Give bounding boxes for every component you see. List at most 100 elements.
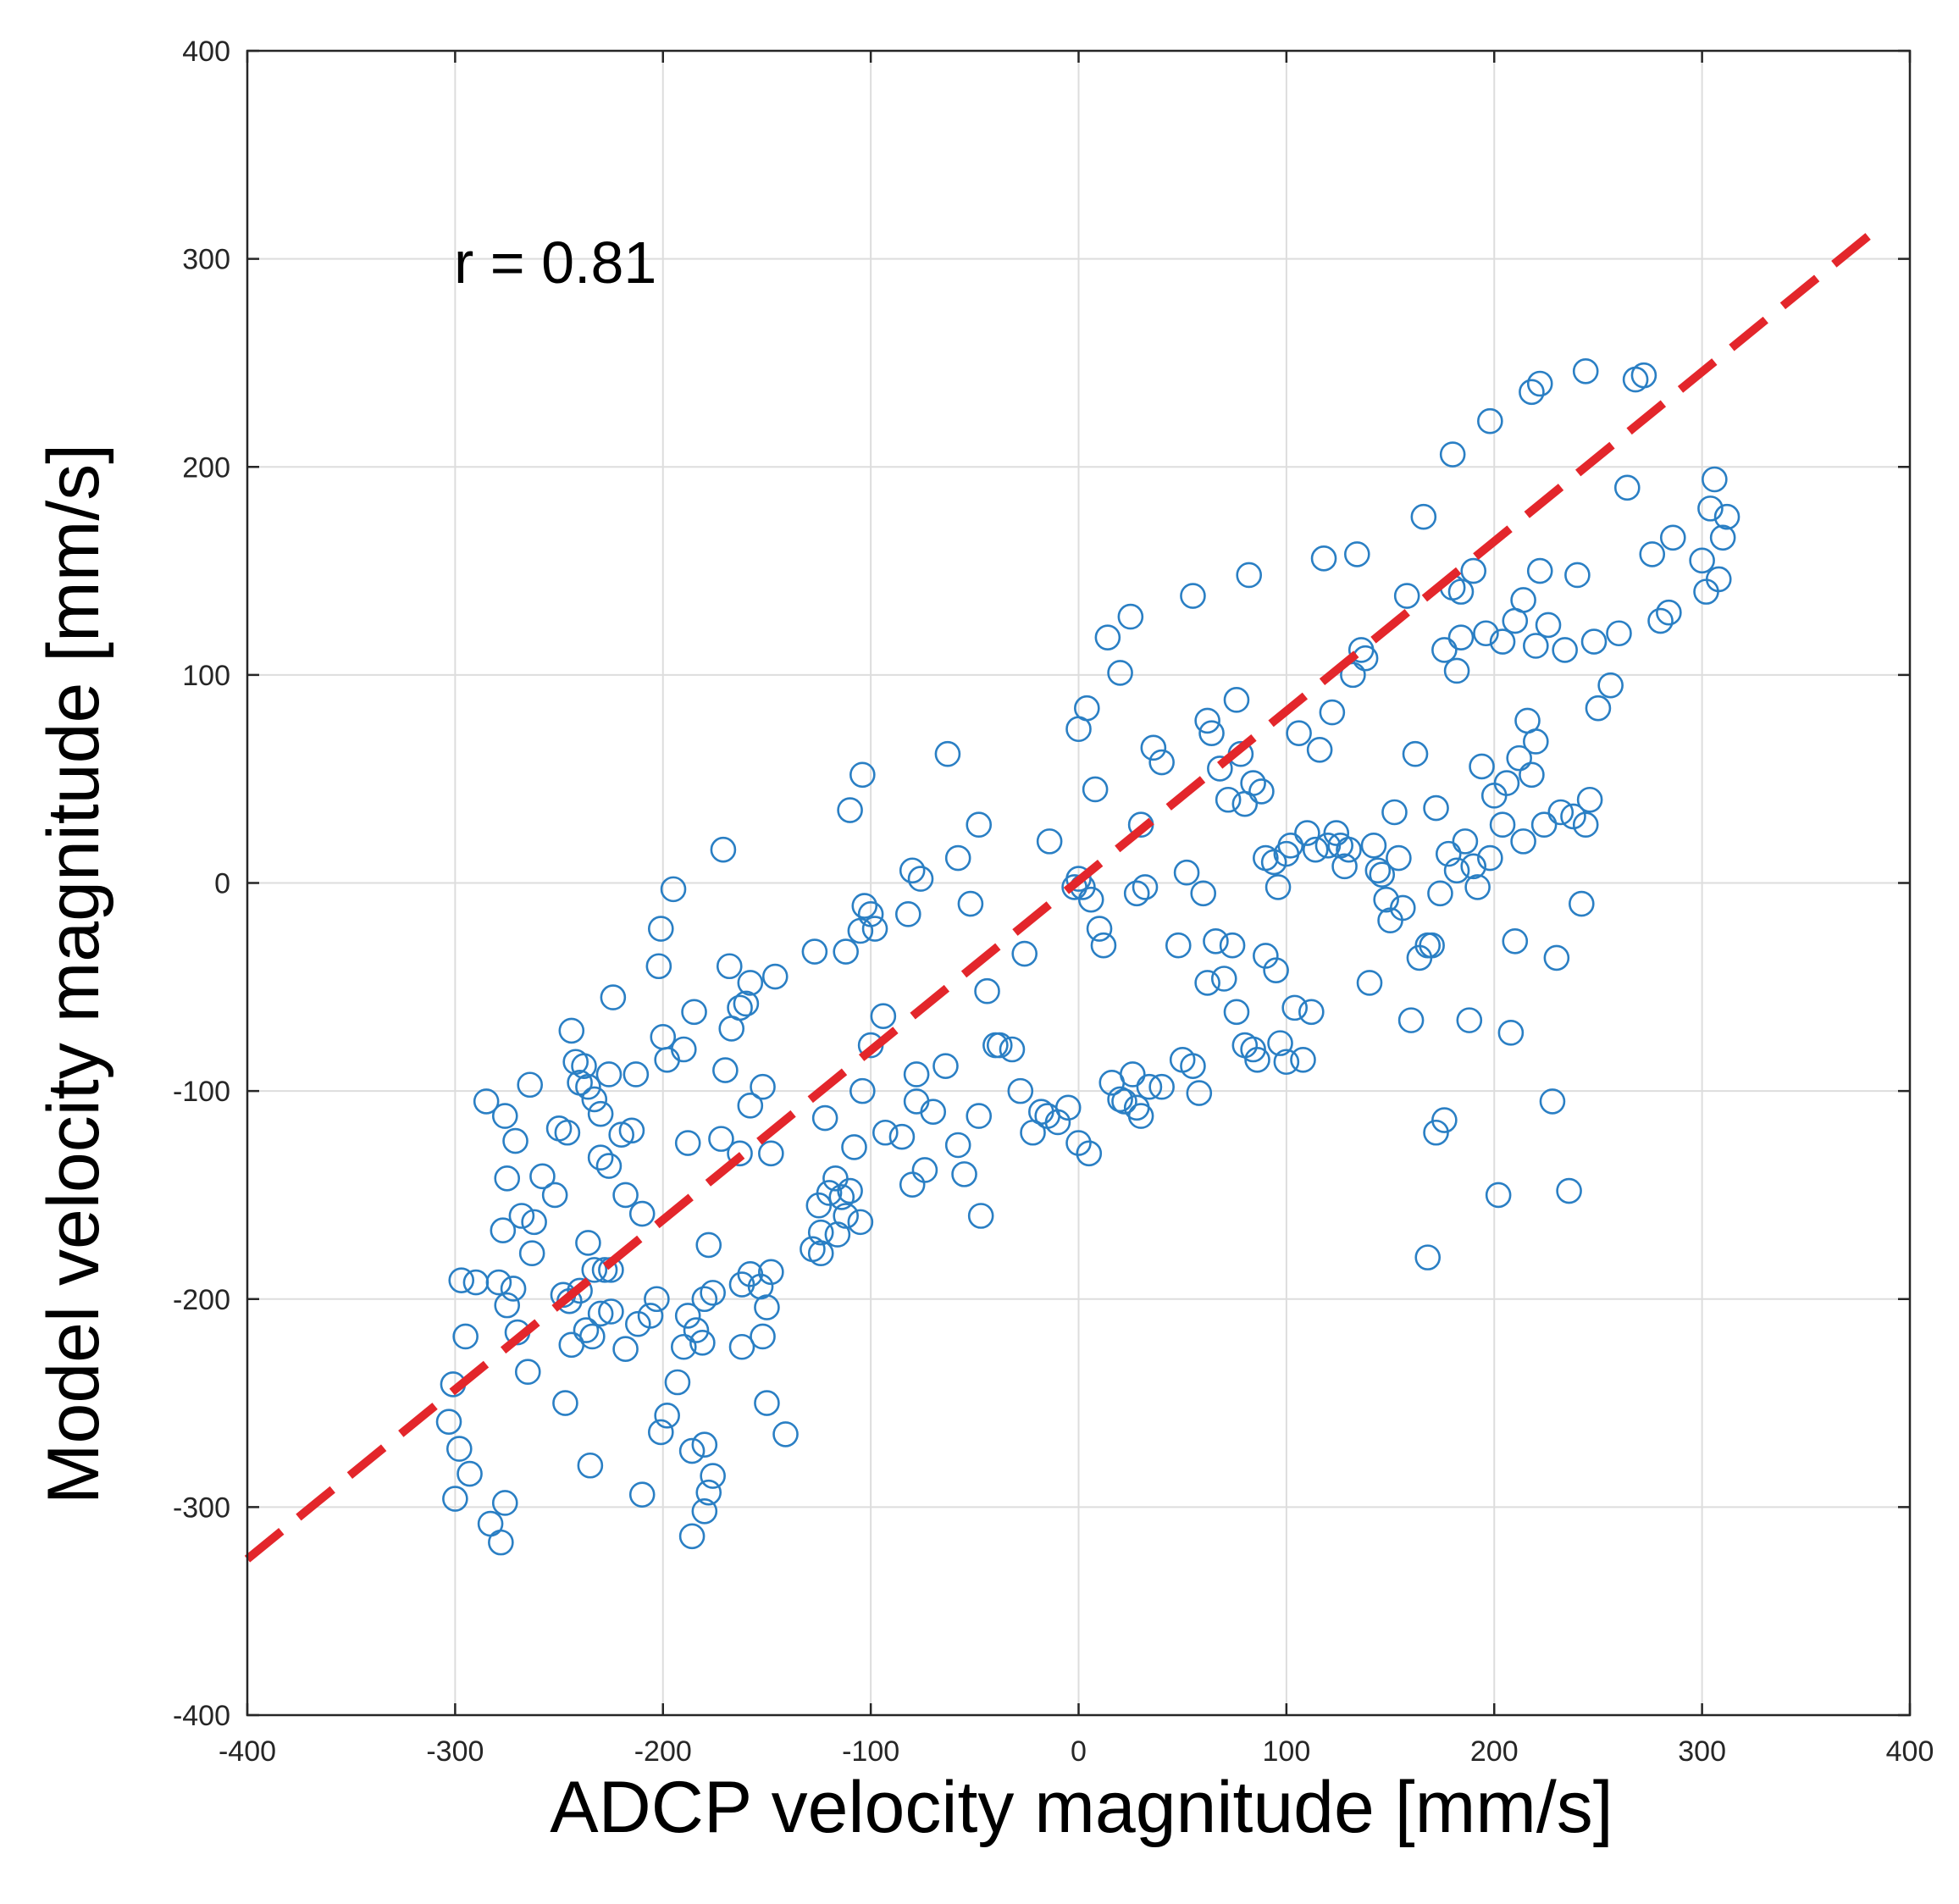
data-point [1173,859,1200,886]
data-point [1223,687,1250,713]
data-point [618,1117,645,1144]
x-tick-label: -100 [842,1735,899,1768]
data-point [457,1460,483,1487]
data-point [598,1298,624,1325]
data-point [1431,637,1458,663]
data-point [758,1140,784,1167]
data-point [816,1180,843,1206]
data-point [1186,1080,1213,1106]
data-point [442,1486,468,1512]
data-point [591,1257,618,1283]
data-point [849,761,876,789]
y-tick-label: 100 [182,660,230,692]
data-point [1273,1049,1300,1076]
data-point [1659,524,1686,551]
data-point [737,970,764,996]
data-point [1373,886,1399,913]
x-tick-label: 300 [1678,1735,1726,1768]
data-point [691,1286,718,1313]
data-point [1107,660,1133,686]
data-point [647,916,674,942]
data-point [612,1182,639,1209]
data-point [1136,1073,1163,1100]
data-point [517,1071,544,1099]
data-point [695,1232,722,1259]
data-point [1713,503,1740,530]
data-point [521,1209,547,1236]
data-point [500,1276,527,1302]
data-point [689,1330,716,1356]
data-point [1502,927,1529,955]
data-point [1086,916,1113,942]
data-point [1639,541,1666,567]
data-point [1082,776,1109,803]
y-tick-label: 200 [182,451,230,484]
data-point [581,1257,608,1283]
data-point [1054,1094,1082,1121]
data-point [490,1217,517,1243]
data-point [1336,836,1362,863]
data-point [628,1200,656,1227]
data-point [1477,844,1503,872]
data-points [435,357,1740,1556]
data-point [575,1073,601,1100]
data-point [967,1203,994,1229]
data-point [514,1359,541,1386]
data-point [1036,828,1063,855]
data-point [678,1523,706,1550]
x-axis-title: ADCP velocity magnitude [mm/s] [550,1767,1613,1848]
data-point [1452,828,1479,855]
data-point [888,1123,916,1150]
data-point [1464,874,1491,900]
data-point [1298,999,1325,1026]
data-point [1223,999,1250,1026]
data-point [951,1161,977,1187]
data-point [1267,1030,1293,1056]
data-point [1702,466,1728,493]
data-point [1552,637,1578,663]
data-point [1165,932,1192,959]
data-point [541,1182,568,1209]
data-point [847,1209,874,1236]
data-point [999,1036,1026,1063]
data-point [612,1336,639,1362]
data-point [1647,607,1674,634]
data-point [494,1165,521,1192]
data-point [1219,932,1246,959]
data-point [1127,1103,1154,1129]
data-point [529,1163,556,1190]
data-point [1414,1244,1442,1270]
data-point [1323,820,1350,846]
data-point [966,811,993,839]
data-point [1564,562,1591,589]
data-point [1477,407,1503,434]
data-point [1402,740,1429,767]
data-point [1547,799,1574,826]
data-point [1389,894,1416,922]
data-point [1011,940,1038,967]
data-point [1530,811,1558,839]
data-point [494,1292,521,1319]
data-point [1148,749,1175,776]
data-point [1489,811,1516,839]
data-point [1094,624,1121,650]
data-point [1423,1119,1449,1146]
data-point [1356,970,1383,996]
data-point [870,1003,897,1029]
data-point [1506,744,1532,772]
data-point [670,1036,697,1063]
correlation-annotation: r = 0.81 [454,230,656,296]
data-point [600,984,627,1010]
data-point [1519,379,1545,406]
fit-line [244,224,1882,1563]
data-point [728,1333,755,1360]
data-point [944,1132,971,1159]
data-point [1381,799,1408,826]
data-point [452,1323,479,1350]
data-point [934,740,961,767]
data-point [1560,803,1586,830]
data-point [1215,786,1242,813]
data-point [1074,695,1100,722]
data-point [1364,857,1392,884]
